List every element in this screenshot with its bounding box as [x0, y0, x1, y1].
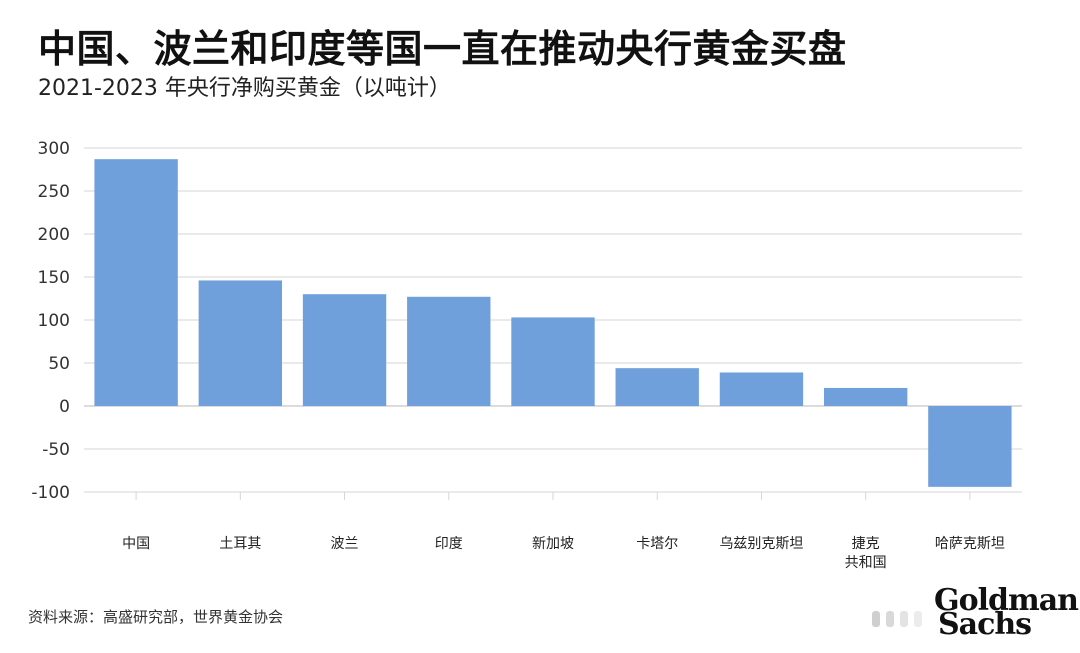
bar	[719, 372, 804, 406]
bar	[94, 159, 178, 406]
y-tick-label: 300	[38, 139, 70, 159]
source-note: 资料来源：高盛研究部，世界黄金协会	[28, 608, 284, 626]
bars	[94, 159, 1012, 487]
y-tick-label: 200	[38, 225, 70, 245]
logo-line-2: Sachs	[938, 607, 1032, 642]
x-tick-label: 印度	[435, 536, 463, 552]
chart-subtitle: 2021-2023 年央行净购买黄金（以吨计）	[38, 76, 451, 101]
x-tick-label: 土耳其	[219, 536, 261, 552]
x-tick-label: 中国	[122, 536, 150, 552]
y-tick-label: -100	[31, 483, 70, 503]
y-tick-label: 250	[38, 182, 70, 202]
bar-chart: 300 250 200 150 100 50 0 -50 -100 中国 土耳其 波兰 印度 新加坡 卡塔…	[31, 139, 1022, 571]
bar	[511, 317, 595, 406]
bar	[198, 280, 283, 406]
bar	[615, 368, 699, 406]
x-tick-label: 哈萨克斯坦	[935, 536, 1005, 552]
y-tick-label: 100	[38, 311, 70, 331]
goldman-sachs-logo: Goldman Sachs	[934, 583, 1079, 642]
y-tick-label: -50	[42, 440, 70, 460]
x-tick-label: 捷克	[852, 536, 880, 552]
bar	[823, 387, 908, 406]
chart-title: 中国、波兰和印度等国一直在推动央行黄金买盘	[38, 27, 847, 71]
bar	[407, 296, 491, 406]
watermark-icon	[872, 611, 922, 627]
y-tick-label: 50	[48, 354, 70, 374]
x-tick-label: 波兰	[331, 536, 359, 552]
x-tick-label: 新加坡	[532, 536, 574, 552]
bar	[302, 294, 387, 406]
y-tick-label: 0	[59, 397, 70, 417]
x-tick-label: 共和国	[845, 555, 887, 571]
y-axis-labels: 300 250 200 150 100 50 0 -50 -100	[31, 139, 70, 503]
x-tick-label: 卡塔尔	[636, 536, 678, 552]
logo-line-1: Goldman	[934, 583, 1079, 618]
y-tick-label: 150	[38, 268, 70, 288]
x-tick-label: 乌兹别克斯坦	[719, 536, 803, 552]
bar	[928, 406, 1012, 487]
